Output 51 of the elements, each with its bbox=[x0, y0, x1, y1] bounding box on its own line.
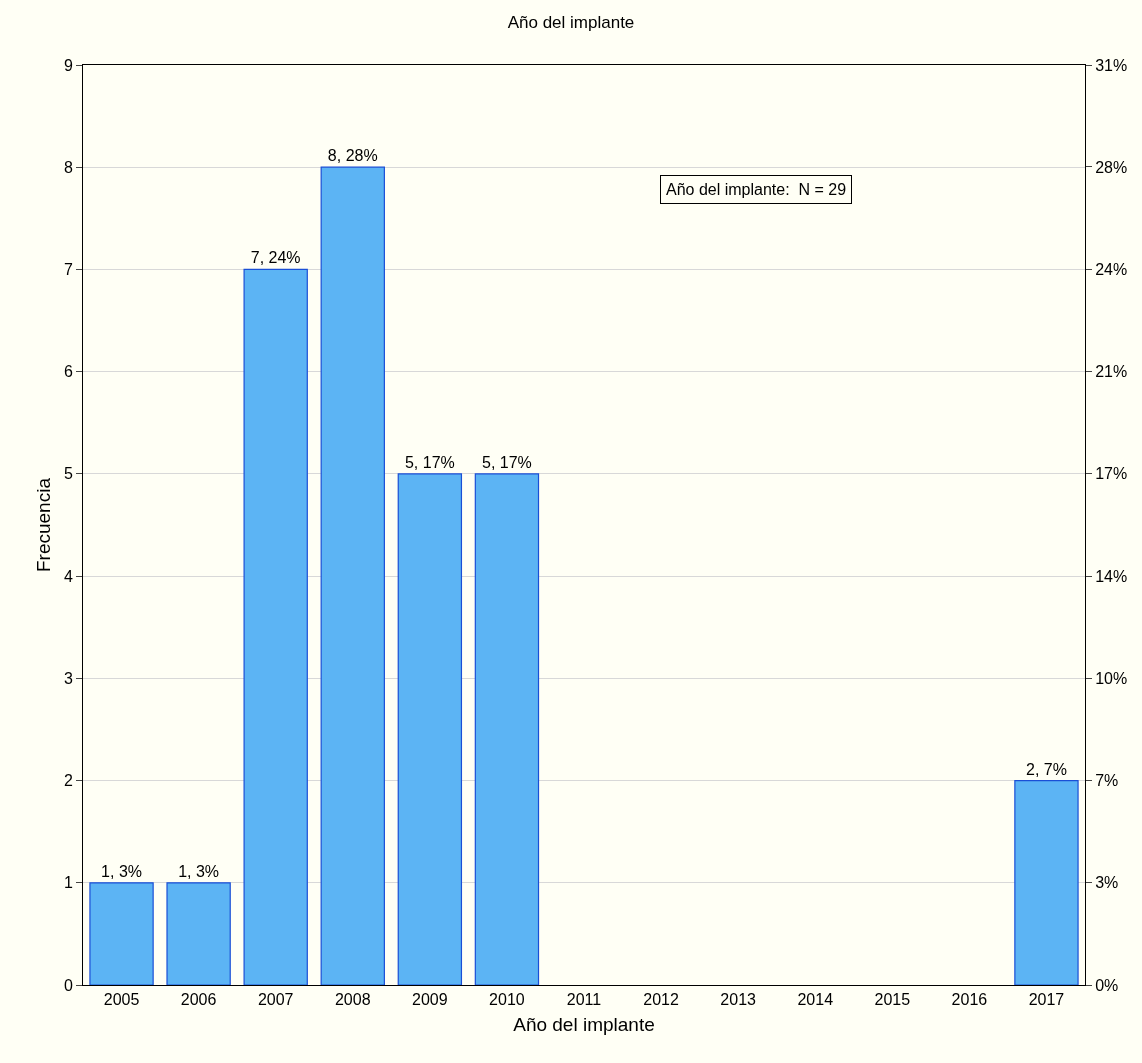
y2-tick-label: 14% bbox=[1095, 567, 1128, 585]
x-tick-label: 2014 bbox=[797, 991, 834, 1009]
x-tick-label: 2010 bbox=[489, 991, 525, 1009]
x-tick-label: 2016 bbox=[951, 991, 988, 1009]
x-tick-label: 2013 bbox=[720, 991, 757, 1009]
data-label: 1, 3% bbox=[178, 862, 220, 880]
x-tick-label: 2007 bbox=[257, 991, 294, 1009]
y-tick-label: 3 bbox=[63, 669, 73, 687]
bar bbox=[89, 882, 154, 985]
x-tick-label: 2011 bbox=[566, 991, 602, 1009]
y2-tick-label: 17% bbox=[1095, 465, 1128, 483]
y-tick-label: 4 bbox=[63, 567, 73, 585]
y2-tick-label: 0% bbox=[1095, 976, 1119, 994]
data-label: 5, 17% bbox=[404, 453, 455, 471]
y2-tick-label: 21% bbox=[1095, 363, 1128, 381]
bar bbox=[320, 166, 385, 985]
data-label: 1, 3% bbox=[101, 862, 142, 880]
y-tick-label: 8 bbox=[63, 158, 73, 176]
y-tick-label: 6 bbox=[63, 363, 73, 381]
y2-tick-label: 3% bbox=[1095, 874, 1119, 892]
y2-tick-label: 28% bbox=[1095, 158, 1128, 176]
data-label: 8, 28% bbox=[327, 147, 378, 165]
y2-tick-label: 10% bbox=[1095, 670, 1128, 688]
data-label: 2, 7% bbox=[1026, 760, 1067, 778]
x-tick-label: 2017 bbox=[1028, 991, 1065, 1009]
y-tick-label: 9 bbox=[63, 56, 73, 74]
x-tick-label: 2012 bbox=[643, 991, 679, 1009]
bar bbox=[474, 473, 540, 985]
y-tick-label: 7 bbox=[63, 261, 73, 279]
x-axis-title: Año del implante bbox=[513, 1014, 655, 1035]
data-label: 7, 24% bbox=[250, 249, 301, 267]
bar bbox=[397, 473, 463, 985]
y-tick-label: 1 bbox=[63, 874, 73, 892]
bar bbox=[1014, 779, 1079, 985]
bar bbox=[166, 882, 231, 985]
y-tick-label: 5 bbox=[63, 465, 73, 483]
x-tick-label: 2015 bbox=[874, 991, 911, 1009]
chart-title: Año del implante bbox=[507, 12, 635, 32]
y2-tick-label: 24% bbox=[1095, 260, 1128, 278]
data-label: 5, 17% bbox=[482, 453, 532, 471]
y-axis-title: Frecuencia bbox=[32, 477, 54, 572]
y2-tick-label: 31% bbox=[1095, 56, 1128, 74]
annotation: Año del implante: N = 29 bbox=[666, 181, 847, 198]
x-tick-label: 2008 bbox=[334, 991, 371, 1009]
x-tick-label: 2006 bbox=[180, 991, 217, 1009]
bar bbox=[243, 268, 308, 985]
y-tick-label: 2 bbox=[63, 772, 73, 790]
y2-tick-label: 7% bbox=[1095, 772, 1119, 790]
x-tick-label: 2009 bbox=[412, 991, 448, 1009]
y-tick-label: 0 bbox=[63, 976, 73, 994]
x-tick-label: 2005 bbox=[103, 991, 140, 1009]
